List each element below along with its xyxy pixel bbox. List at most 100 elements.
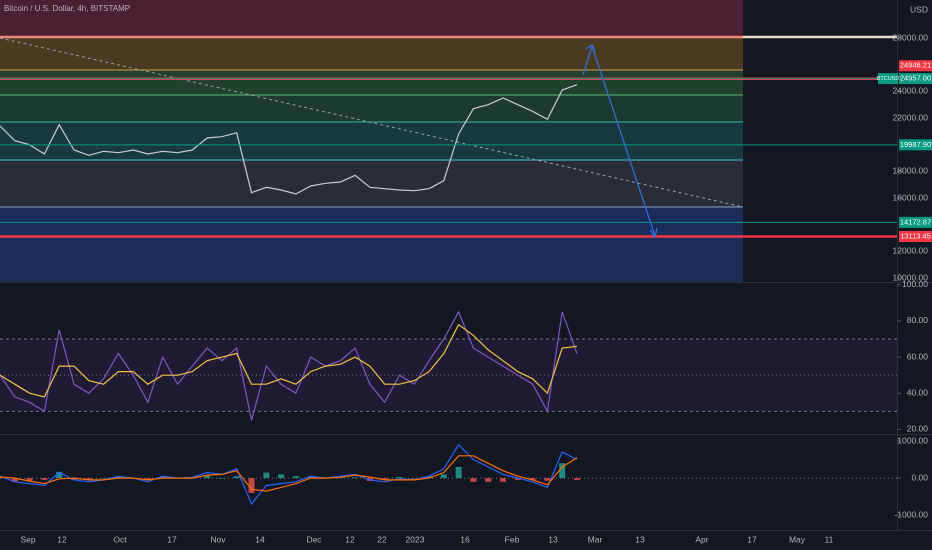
- y-tick-label: 60.00: [907, 351, 929, 361]
- price-tag: [899, 230, 932, 242]
- price-tag: [899, 60, 932, 72]
- histogram-bar: [426, 476, 433, 479]
- x-tick-label: 12: [57, 534, 67, 544]
- histogram-bar: [514, 478, 521, 480]
- x-tick-label: 13: [635, 534, 645, 544]
- projection: [582, 44, 658, 239]
- histogram-bar: [559, 463, 566, 479]
- plots: [0, 77, 897, 506]
- histogram-bar: [440, 474, 447, 479]
- x-tick-label: Oct: [113, 534, 127, 544]
- zone: [0, 0, 743, 37]
- series-line: [0, 323, 578, 398]
- histogram-bar: [159, 476, 166, 479]
- histogram-bar: [381, 478, 388, 480]
- y-tick-label: 10000.00: [893, 272, 929, 282]
- histogram-bar: [56, 471, 63, 479]
- y-tick-label: 28000.00: [893, 32, 929, 42]
- histogram-bar: [455, 466, 462, 479]
- histogram-bar: [574, 478, 580, 480]
- y-tick-label: 100.00: [902, 279, 928, 289]
- y-tick-label: 12000.00: [893, 246, 929, 256]
- histogram-bar: [352, 477, 359, 479]
- y-tick-label: 80.00: [907, 315, 929, 325]
- histogram-bar: [85, 478, 92, 480]
- histogram-bar: [115, 476, 122, 479]
- histogram-bar: [411, 478, 418, 479]
- histogram-bar: [233, 476, 240, 479]
- histogram-bar: [307, 476, 314, 479]
- price-tag-label: 24957.00: [900, 74, 931, 83]
- x-tick-label: 13: [548, 534, 558, 544]
- x-tick-label: 14: [255, 534, 265, 544]
- price-tag-label: 14172.87: [900, 217, 931, 226]
- histogram-bar: [396, 476, 403, 479]
- arrow-line: [591, 45, 656, 237]
- histogram-bar: [278, 474, 285, 479]
- zones: [0, 0, 897, 282]
- zone: [0, 122, 743, 160]
- zone: [0, 207, 743, 282]
- y-tick-label: 0.00: [911, 472, 928, 482]
- x-tick-label: May: [789, 534, 806, 544]
- x-tick-label: 17: [747, 534, 757, 544]
- series-line: [0, 455, 578, 492]
- x-tick-label: 12: [345, 534, 355, 544]
- price-tag: [899, 139, 932, 151]
- y-tick-label: -1000.00: [894, 509, 928, 519]
- price-tag-label: 13113.45: [900, 231, 931, 240]
- axis-unit: USD: [910, 4, 928, 14]
- histogram-bar: [204, 475, 211, 479]
- x-tick-label: 2023: [406, 534, 425, 544]
- histogram-bar: [485, 478, 492, 482]
- x-tick-label: Dec: [306, 534, 322, 544]
- histogram-bar: [248, 478, 255, 493]
- trend-line: [0, 37, 744, 208]
- histogram-bar: [144, 478, 151, 480]
- zone: [0, 70, 743, 95]
- ticker-label: BTCUSD: [877, 76, 900, 82]
- zone: [0, 37, 743, 70]
- x-tick-label: Mar: [588, 534, 603, 544]
- chart-title: Bitcoin / U.S. Dollar, 4h, BITSTAMP: [4, 4, 130, 13]
- x-tick-label: 11: [825, 534, 834, 544]
- series-line: [0, 84, 578, 195]
- x-tick-label: Sep: [20, 534, 35, 544]
- histogram-bar: [70, 478, 77, 480]
- zone: [0, 160, 743, 207]
- x-tick-label: Feb: [505, 534, 520, 544]
- y-tick-label: 18000.00: [893, 166, 929, 176]
- histogram-bar: [41, 478, 48, 480]
- histogram-bar: [544, 478, 551, 481]
- price-tag: [899, 216, 932, 228]
- histogram-bar: [263, 472, 270, 479]
- y-tick-label: 16000.00: [893, 192, 929, 202]
- y-tick-label: 40.00: [907, 387, 929, 397]
- x-tick-label: Apr: [695, 534, 708, 544]
- x-tick-label: 16: [460, 534, 470, 544]
- price-tag-label: 24946.21: [900, 61, 931, 70]
- histogram-bar: [470, 478, 477, 482]
- y-tick-label: 24000.00: [893, 86, 929, 96]
- histogram-bar: [218, 478, 225, 479]
- ticker-tag: [878, 73, 898, 85]
- series-line: [0, 443, 578, 506]
- price-tag: [899, 73, 932, 85]
- histogram-bar: [292, 476, 299, 479]
- x-tick-label: Nov: [210, 534, 226, 544]
- y-tick-label: 22000.00: [893, 112, 929, 122]
- zone: [0, 95, 743, 122]
- series-line: [0, 310, 578, 421]
- x-tick-label: 22: [377, 534, 387, 544]
- histogram-bar: [529, 478, 536, 480]
- price-tag-label: 19987.90: [900, 140, 931, 149]
- arrow-line: [582, 45, 593, 76]
- histogram-bar: [0, 477, 3, 479]
- arrow-head: [585, 44, 596, 53]
- histogram-bar: [500, 478, 507, 482]
- arrow-head: [649, 227, 658, 239]
- y-tick-label: 1000.00: [897, 435, 928, 445]
- x-tick-label: 17: [167, 534, 177, 544]
- histogram-bar: [11, 478, 18, 482]
